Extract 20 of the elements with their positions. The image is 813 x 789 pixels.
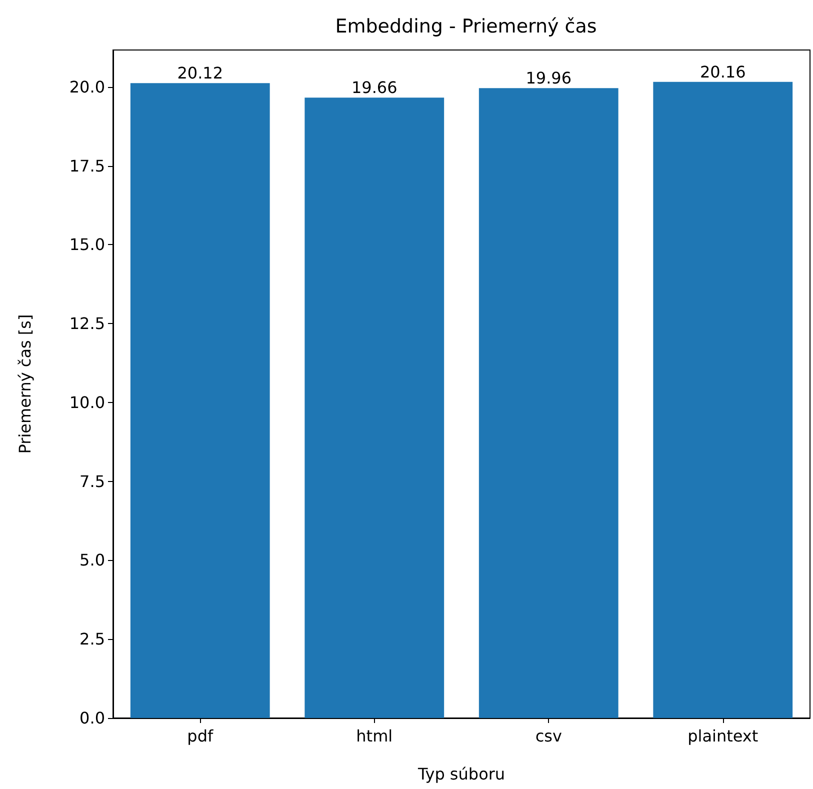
y-tick-label: 12.5 [69,314,105,334]
y-tick-label: 7.5 [80,472,105,491]
data-label: 19.66 [351,78,398,98]
x-tick-label: plaintext [688,726,758,746]
y-tick-label: 17.5 [69,156,105,176]
y-tick-label: 20.0 [69,77,105,96]
data-label: 20.16 [700,62,746,82]
y-tick-label: 5.0 [80,550,105,570]
y-tick-label: 0.0 [80,708,105,728]
y-axis-title: Priemerný čas [s] [16,314,34,454]
x-axis-title: Typ súboru [416,764,506,784]
x-tick-label: csv [535,726,562,746]
x-tick-label: pdf [187,726,214,746]
chart-title: Embedding - Priemerný čas [335,16,597,38]
data-label: 20.12 [177,64,224,83]
y-tick-label: 2.5 [80,630,105,649]
y-tick-label: 10.0 [69,392,105,412]
y-tick-label: 15.0 [69,235,105,254]
x-tick-label: html [356,726,393,746]
data-label: 19.96 [526,68,572,88]
